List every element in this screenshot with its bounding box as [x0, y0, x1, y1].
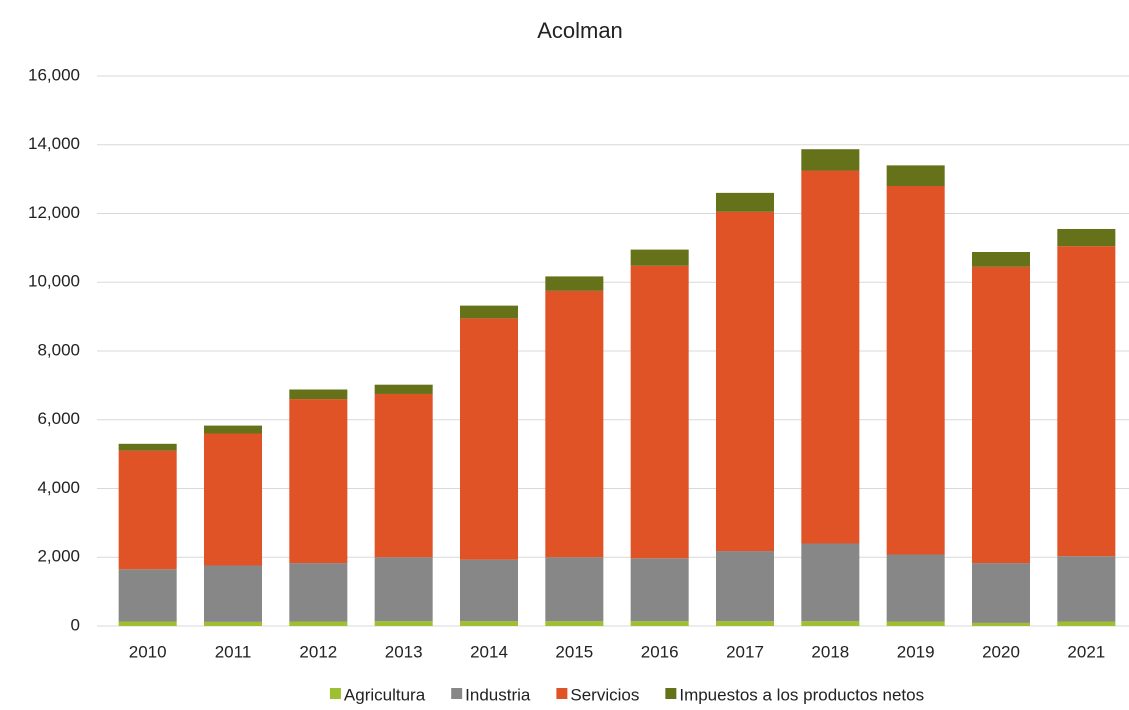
bar-segment — [545, 621, 604, 626]
bar-segment — [289, 563, 348, 622]
bar-segment — [289, 399, 348, 564]
bar-segment — [203, 425, 263, 434]
bar-segment — [715, 211, 775, 552]
bar-segment — [971, 252, 1031, 267]
y-tick-label: 8,000 — [37, 340, 80, 359]
bar-segment — [1057, 246, 1116, 557]
bar-segment — [886, 554, 945, 622]
bar-segment — [715, 621, 775, 626]
x-tick-label: 2013 — [385, 642, 423, 661]
x-tick-label: 2014 — [470, 642, 508, 661]
bar-segment — [1057, 621, 1116, 626]
x-tick-label: 2010 — [129, 642, 167, 661]
bar-segment — [971, 563, 1031, 623]
bar-segment — [886, 165, 945, 186]
x-tick-label: 2019 — [897, 642, 935, 661]
y-tick-label: 14,000 — [28, 134, 80, 153]
y-tick-label: 10,000 — [28, 272, 80, 291]
y-tick-label: 6,000 — [37, 409, 80, 428]
legend-label: Agricultura — [344, 685, 426, 704]
legend-swatch — [665, 688, 677, 699]
bar-segment — [118, 450, 177, 570]
legend-label: Industria — [465, 685, 531, 704]
bar-segment — [801, 543, 860, 622]
bar-segment — [801, 170, 860, 544]
bar-segment — [1057, 556, 1116, 622]
bar-segment — [971, 622, 1031, 626]
bar-segment — [801, 149, 860, 171]
chart-title: Acolman — [537, 18, 623, 43]
bar-segment — [630, 265, 689, 559]
bar-segment — [886, 186, 945, 555]
bar-segment — [545, 557, 604, 622]
bar-segment — [886, 621, 945, 626]
bar-segment — [203, 565, 263, 622]
legend-swatch — [329, 688, 341, 699]
y-tick-label: 16,000 — [28, 65, 80, 84]
x-tick-label: 2012 — [299, 642, 337, 661]
y-tick-label: 2,000 — [37, 547, 80, 566]
bar-segment — [630, 621, 689, 626]
bar-segment — [459, 559, 519, 622]
bar-segment — [630, 249, 689, 266]
bar-segment — [459, 621, 519, 626]
bar-segment — [118, 569, 177, 622]
bar-segment — [118, 443, 177, 451]
bar-segment — [459, 305, 519, 319]
x-tick-label: 2021 — [1067, 642, 1105, 661]
legend-swatch — [451, 688, 463, 699]
y-tick-label: 12,000 — [28, 203, 80, 222]
bar-segment — [801, 621, 860, 626]
bar-segment — [203, 433, 263, 566]
bar-segment — [374, 557, 433, 622]
x-tick-label: 2017 — [726, 642, 764, 661]
x-tick-label: 2011 — [215, 642, 252, 661]
bar-segment — [374, 393, 433, 558]
bar-segment — [715, 192, 775, 212]
legend-swatch — [556, 688, 568, 699]
bar-segment — [374, 384, 433, 394]
bar-segment — [630, 558, 689, 622]
bar-segment — [203, 621, 263, 626]
x-tick-label: 2015 — [555, 642, 593, 661]
bar-segment — [459, 318, 519, 560]
legend-label: Servicios — [570, 685, 639, 704]
y-tick-label: 0 — [71, 615, 80, 634]
bar-segment — [374, 621, 433, 626]
x-tick-label: 2018 — [811, 642, 849, 661]
bar-segment — [1057, 228, 1116, 247]
legend-label: Impuestos a los productos netos — [679, 685, 924, 704]
y-tick-label: 4,000 — [37, 478, 80, 497]
x-tick-label: 2016 — [641, 642, 679, 661]
bar-segment — [289, 621, 348, 626]
bar-segment — [289, 389, 348, 400]
bar-segment — [545, 276, 604, 291]
bar-segment — [118, 621, 177, 626]
bar-segment — [971, 266, 1031, 564]
x-tick-label: 2020 — [982, 642, 1020, 661]
bar-segment — [715, 551, 775, 622]
bar-segment — [545, 290, 604, 558]
